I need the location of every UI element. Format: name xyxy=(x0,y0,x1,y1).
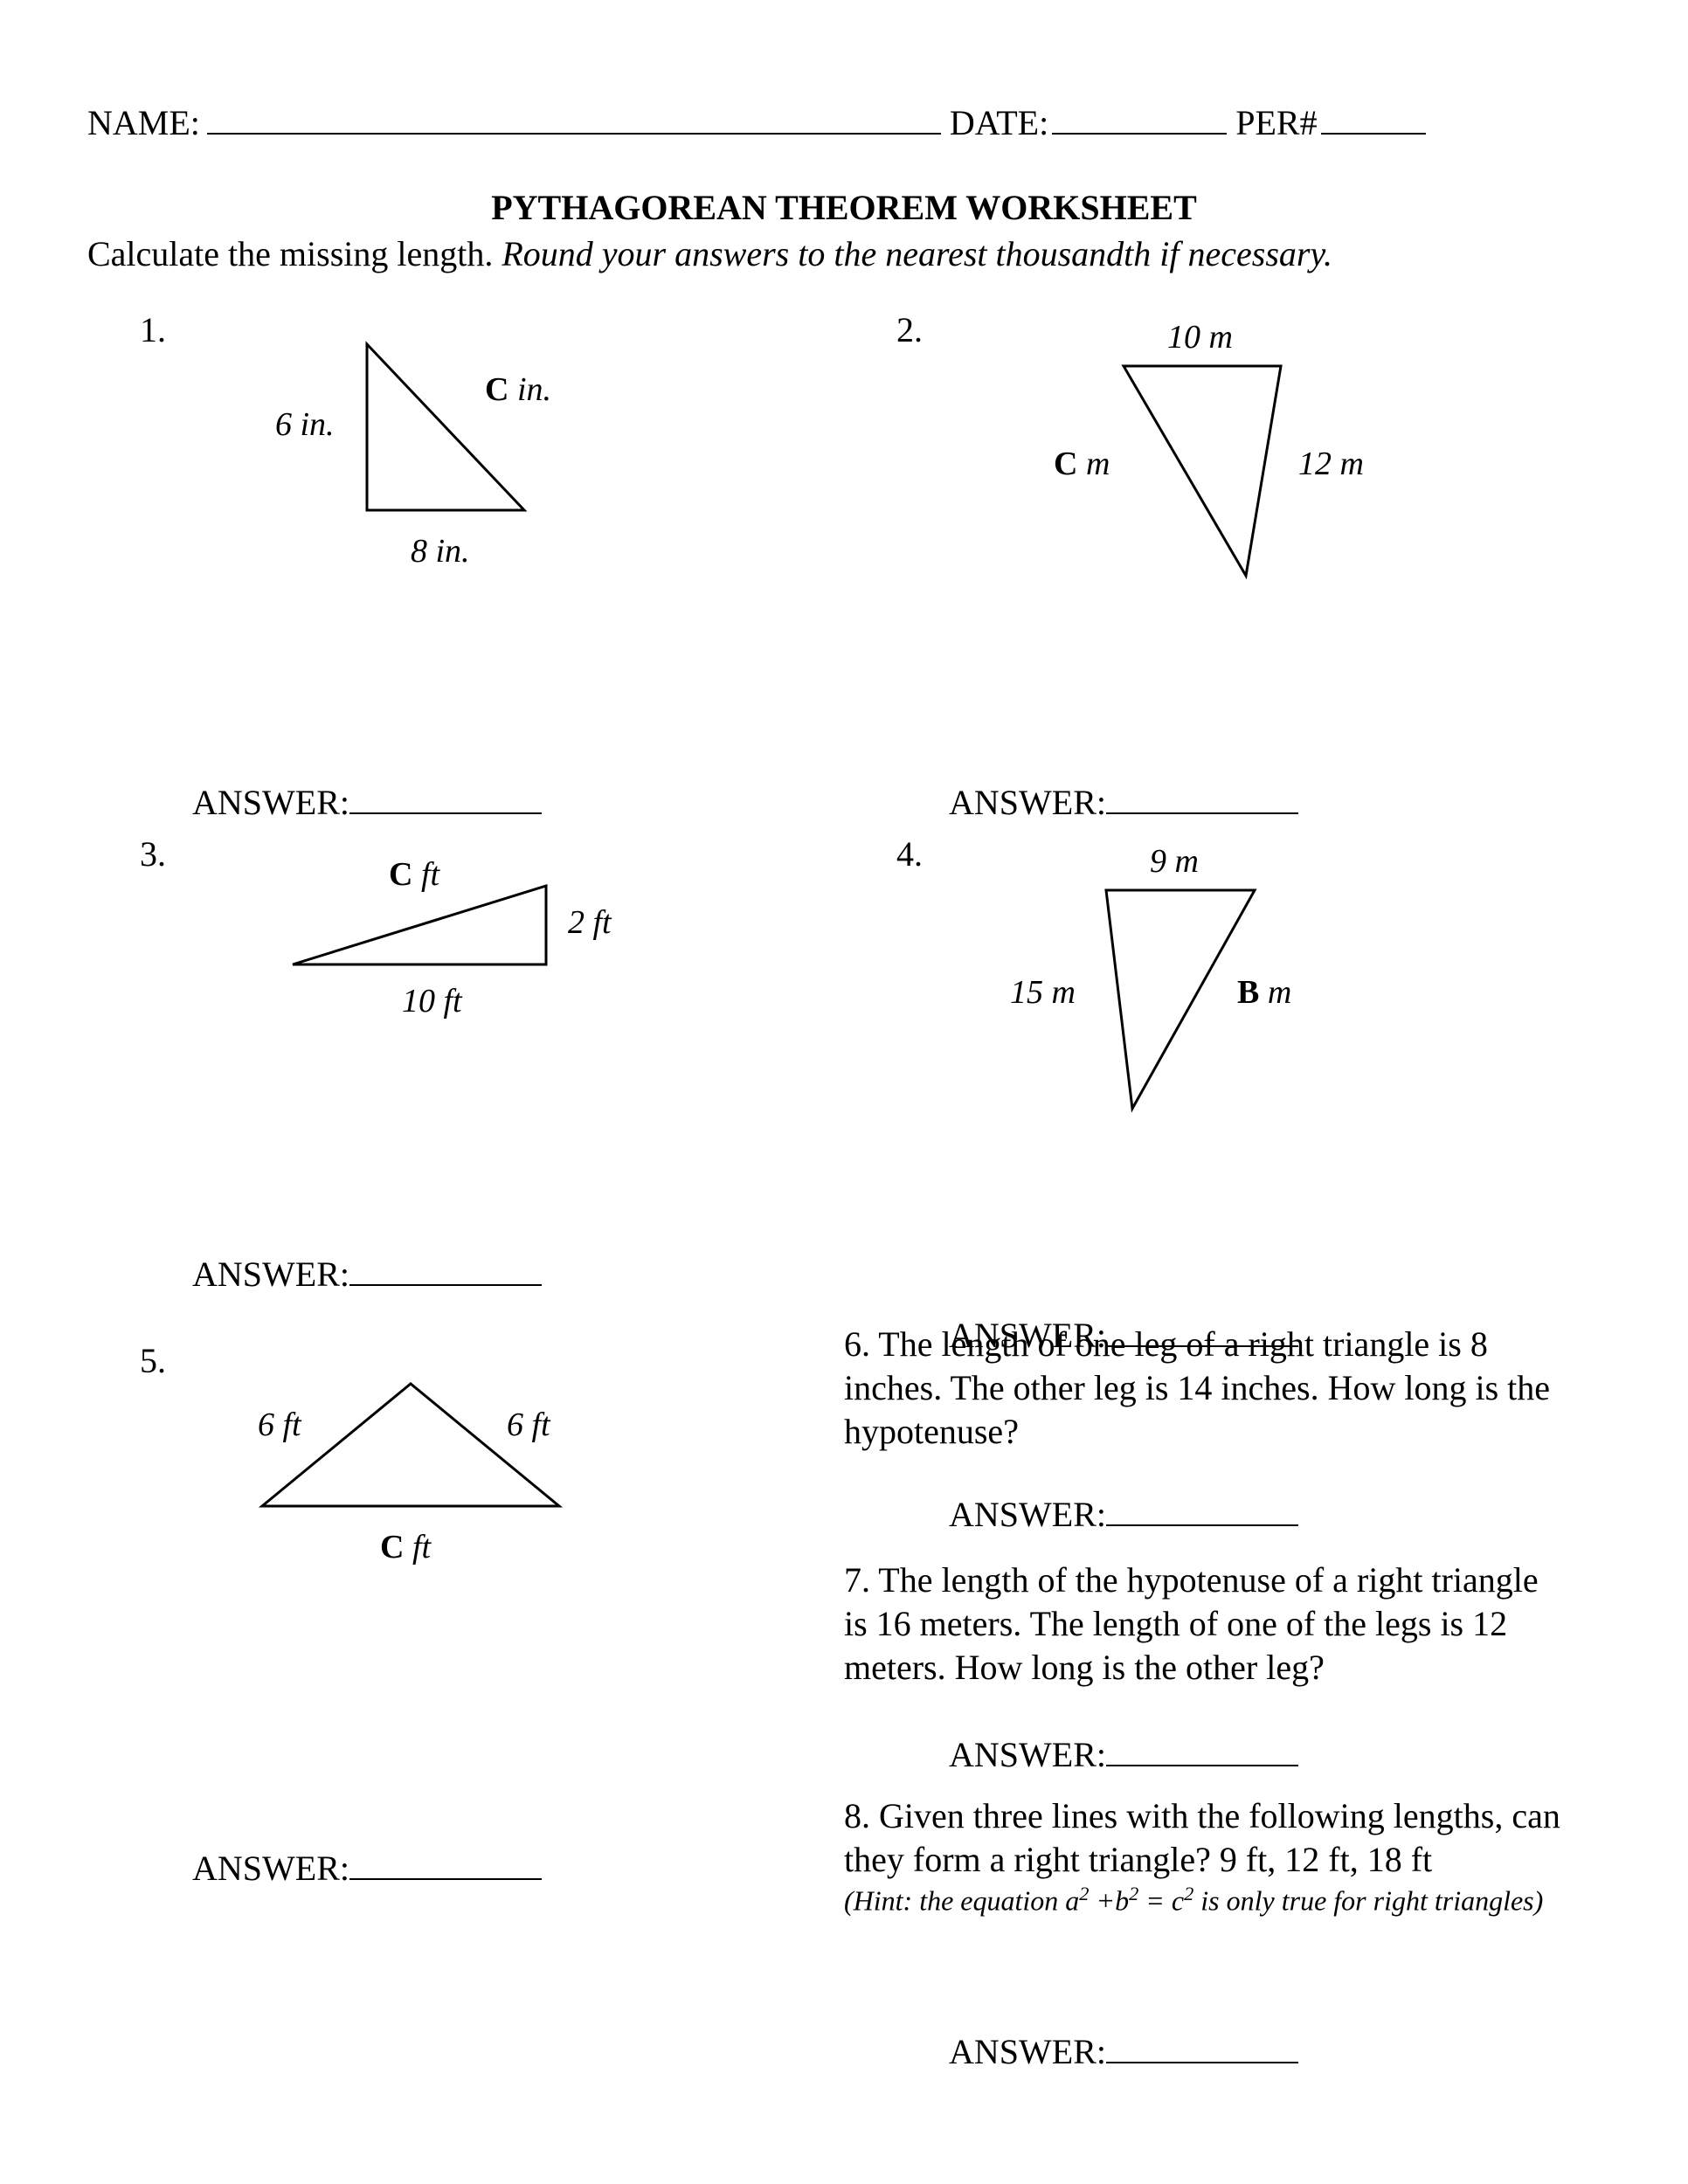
word-problems-column: 6. The length of one leg of a right tria… xyxy=(844,1323,1601,2109)
problem-number: 5. xyxy=(140,1340,166,1381)
problem-4: 4. 9 m 15 m B m ANSWER: xyxy=(844,833,1601,1323)
problem-number: 7. xyxy=(844,1560,870,1600)
problem-hint: (Hint: the equation a2 +b2 = c2 is only … xyxy=(844,1882,1566,1918)
problem-3: 3. C ft 2 ft 10 ft ANSWER: xyxy=(87,833,844,1323)
answer-blank[interactable] xyxy=(1106,1733,1298,1766)
instructions: Calculate the missing length. Round your… xyxy=(87,233,1601,274)
label-hyp: C m xyxy=(1054,445,1110,483)
label-top: 10 m xyxy=(1167,318,1233,356)
problem-8: 8. Given three lines with the following … xyxy=(844,1794,1601,1918)
problem-1: 1. 6 in. C in. 8 in. ANSWER: xyxy=(87,309,844,833)
label-right: 2 ft xyxy=(568,903,612,942)
answer-line: ANSWER: xyxy=(192,1847,542,1889)
instructions-plain: Calculate the missing length. xyxy=(87,234,502,273)
answer-line: ANSWER: xyxy=(192,1253,542,1295)
problem-number: 3. xyxy=(140,833,166,874)
label-hyp: C in. xyxy=(485,370,551,409)
problem-number: 1. xyxy=(140,309,166,350)
problems-grid: 1. 6 in. C in. 8 in. ANSWER: 2. 10 m C m… xyxy=(87,309,1601,2109)
label-bottom: 8 in. xyxy=(411,532,470,570)
label-bottom: 10 ft xyxy=(402,982,462,1020)
answer-line: ANSWER: xyxy=(949,1733,1298,1775)
header-row: NAME: DATE: PER# xyxy=(87,96,1601,143)
problem-2: 2. 10 m C m 12 m ANSWER: xyxy=(844,309,1601,833)
answer-blank[interactable] xyxy=(349,1253,542,1286)
problem-text: Given three lines with the following len… xyxy=(844,1796,1560,1879)
label-hyp: C ft xyxy=(380,1528,431,1566)
label-right: 12 m xyxy=(1298,445,1364,483)
problem-number: 8. xyxy=(844,1796,870,1835)
triangle-1 xyxy=(358,335,533,519)
name-label: NAME: xyxy=(87,102,200,143)
worksheet-title: PYTHAGOREAN THEOREM WORKSHEET xyxy=(87,187,1601,228)
name-blank[interactable] xyxy=(207,96,941,135)
per-label: PER# xyxy=(1235,102,1317,143)
problem-number: 2. xyxy=(896,309,923,350)
date-label: DATE: xyxy=(950,102,1048,143)
problem-number: 4. xyxy=(896,833,923,874)
label-left: 15 m xyxy=(1010,973,1076,1012)
instructions-italic: Round your answers to the nearest thousa… xyxy=(502,234,1332,273)
label-left: 6 ft xyxy=(258,1406,301,1444)
answer-blank[interactable] xyxy=(349,781,542,814)
label-right: 6 ft xyxy=(507,1406,550,1444)
answer-line: ANSWER: xyxy=(949,1493,1298,1535)
answer-line: ANSWER: xyxy=(949,2030,1298,2072)
label-left: 6 in. xyxy=(275,405,335,444)
label-hyp: B m xyxy=(1237,973,1291,1012)
problem-5: 5. 6 ft 6 ft C ft ANSWER: xyxy=(87,1323,844,1917)
problem-text: The length of one leg of a right triangl… xyxy=(844,1324,1550,1451)
problem-7: 7. The length of the hypotenuse of a rig… xyxy=(844,1559,1601,1690)
problem-6: 6. The length of one leg of a right tria… xyxy=(844,1323,1601,1454)
label-hyp: C ft xyxy=(389,855,439,894)
answer-blank[interactable] xyxy=(1106,1493,1298,1526)
answer-blank[interactable] xyxy=(1106,781,1298,814)
answer-blank[interactable] xyxy=(349,1847,542,1880)
answer-line: ANSWER: xyxy=(949,781,1298,823)
problem-text: The length of the hypotenuse of a right … xyxy=(844,1560,1539,1687)
worksheet-page: NAME: DATE: PER# PYTHAGOREAN THEOREM WOR… xyxy=(0,0,1688,2184)
triangle-5 xyxy=(245,1375,577,1515)
label-top: 9 m xyxy=(1150,842,1199,881)
answer-line: ANSWER: xyxy=(192,781,542,823)
triangle-2 xyxy=(1115,357,1290,584)
per-blank[interactable] xyxy=(1321,96,1426,135)
problem-number: 6. xyxy=(844,1324,870,1364)
date-blank[interactable] xyxy=(1052,96,1227,135)
answer-blank[interactable] xyxy=(1106,2030,1298,2063)
